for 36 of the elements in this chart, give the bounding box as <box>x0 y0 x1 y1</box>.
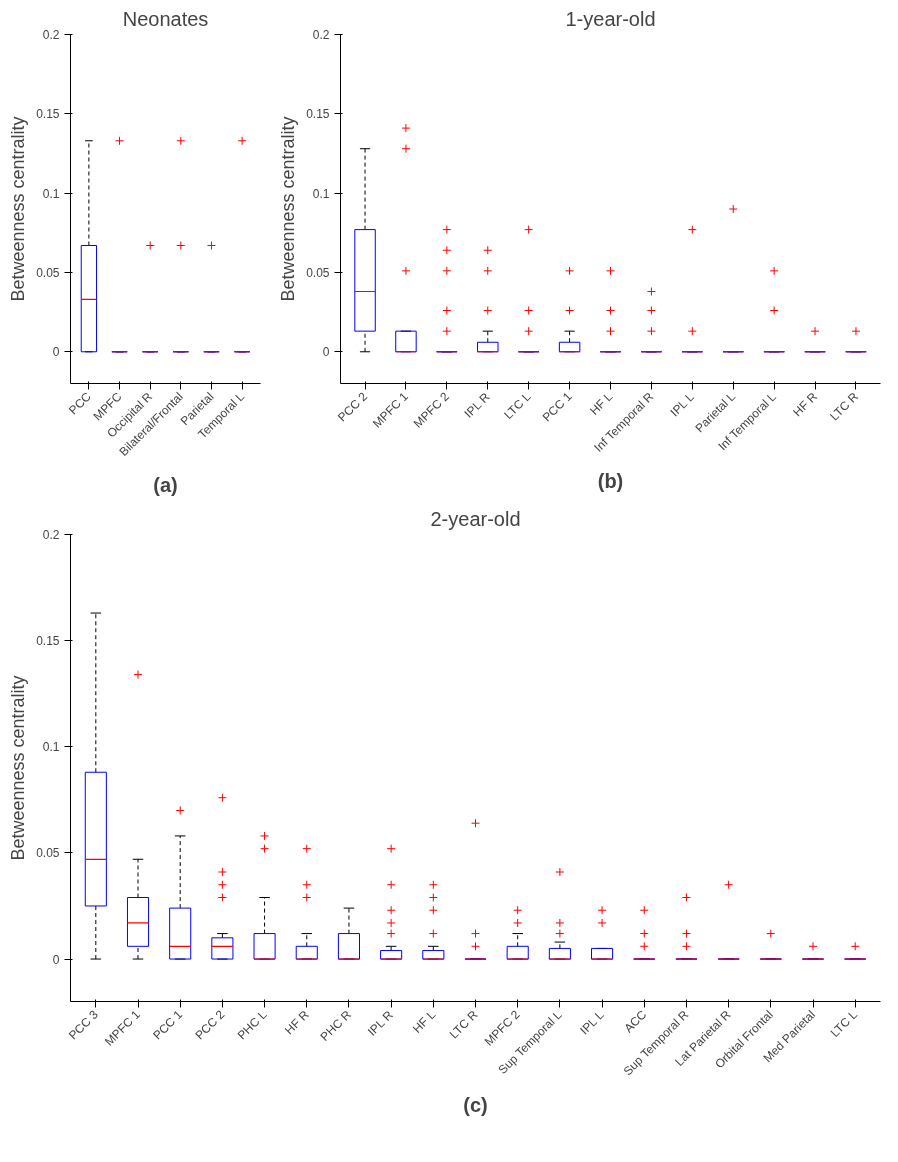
x-tick-label: IPL R <box>364 1007 396 1039</box>
y-axis-title: Betweenness centrality <box>8 675 29 861</box>
y-tick-label: 0.2 <box>312 28 330 42</box>
text: (c) <box>463 1093 488 1116</box>
y-tick-label: 0.1 <box>42 186 60 201</box>
y-axis-title: Betweenness centrality <box>8 116 29 302</box>
text: (b) <box>597 469 624 492</box>
chart-title: 1-year-old <box>565 7 656 30</box>
x-tick-label: HF R <box>790 389 821 420</box>
chart-title: Neonates <box>122 7 209 30</box>
x-tick-label: IPL L <box>577 1007 607 1038</box>
y-tick-label: 0.2 <box>42 28 60 42</box>
x-tick-label: LTC L <box>827 1007 861 1040</box>
y-tick-label: 0.15 <box>306 107 330 122</box>
chart-title: 2-year-old <box>430 507 521 530</box>
x-tick-label: HF R <box>282 1007 312 1038</box>
x-tick-label: HF L <box>587 389 616 418</box>
y-tick-label: 0.05 <box>36 265 60 280</box>
y-tick-label: 0.1 <box>312 186 330 201</box>
text: (a) <box>153 473 178 496</box>
y-tick-label: 0.1 <box>42 740 60 755</box>
x-tick-label: HF L <box>409 1007 439 1036</box>
y-tick-label: 0 <box>52 345 60 360</box>
y-axis-title: Betweenness centrality <box>278 116 299 302</box>
y-tick-label: 0 <box>322 345 330 360</box>
y-tick-label: 0.15 <box>36 107 60 122</box>
x-tick-label: IPL R <box>461 389 493 421</box>
x-tick-label: LTC R <box>827 389 862 424</box>
y-tick-label: 0 <box>52 952 60 967</box>
x-tick-label: IPL L <box>667 389 698 420</box>
y-tick-label: 0.15 <box>36 634 60 649</box>
y-tick-label: 0.05 <box>36 846 60 861</box>
y-tick-label: 0.2 <box>42 528 60 542</box>
x-tick-label: LTC R <box>446 1007 481 1042</box>
y-tick-label: 0.05 <box>306 265 330 280</box>
x-tick-label: LTC L <box>501 389 534 422</box>
